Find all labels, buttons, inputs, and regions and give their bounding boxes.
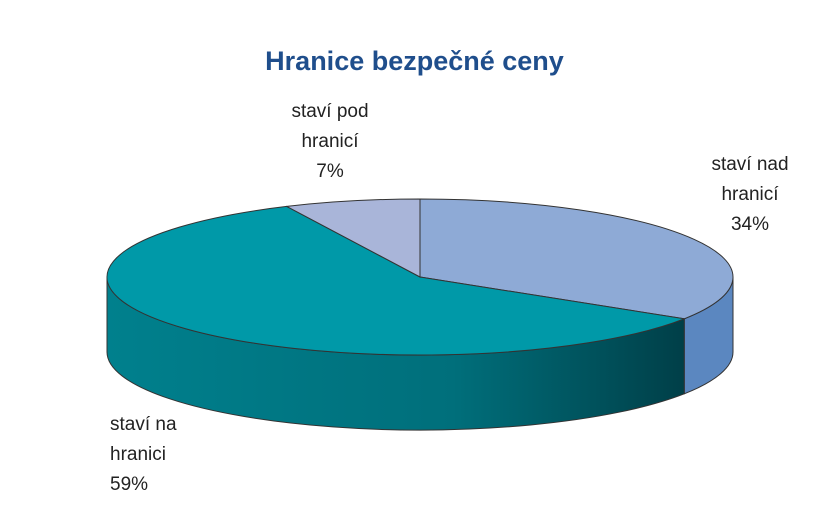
chart-title: Hranice bezpečné ceny (265, 46, 564, 76)
value-label: 59% (110, 474, 149, 495)
slice (106, 205, 687, 356)
slice (285, 198, 421, 278)
slice-label: staví na hranici 59% (110, 410, 210, 500)
slice-label: staví pod hranicí 7% (270, 97, 390, 187)
value-label: 34% (730, 214, 770, 235)
value-label: 7% (316, 161, 344, 182)
category-label: staví pod hranicí (291, 101, 369, 152)
slice (419, 198, 734, 320)
category-label: staví nad hranicí (711, 154, 789, 205)
category-label: staví na hranici (110, 414, 177, 465)
slice-label: staví nad hranicí 34% (690, 150, 810, 240)
